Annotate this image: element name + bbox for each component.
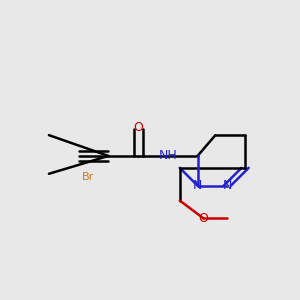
Text: O: O (133, 121, 143, 134)
Text: O: O (199, 212, 208, 225)
Text: Br: Br (82, 172, 94, 182)
Text: N: N (223, 179, 232, 192)
Text: NH: NH (158, 149, 177, 162)
Text: N: N (193, 179, 202, 192)
